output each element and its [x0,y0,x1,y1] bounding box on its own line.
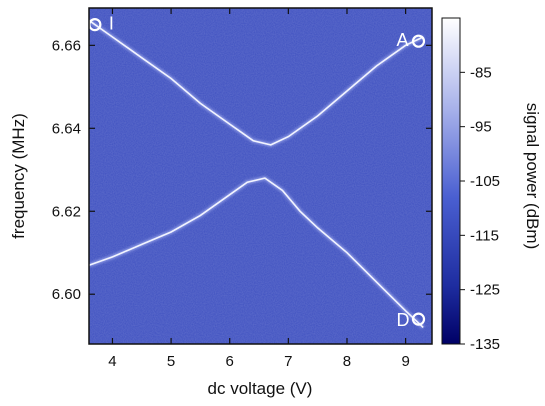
marker-circle-d [411,312,426,326]
upper-branch-line [89,19,424,146]
plot-area: I A D [88,7,433,345]
colorbar: -85 -95 -105 -115 -125 -135 signal power (dBm… [441,17,542,353]
resonance-traces [89,18,425,329]
x-axis: 4 5 6 7 8 9 [108,8,410,370]
x-tick-label: 6 [226,353,234,370]
colorbar-tick-label: -85 [470,64,492,81]
y-tick-label: 6.62 [52,203,81,220]
marker-circle-a [411,34,426,48]
x-tick-label: 9 [401,353,409,370]
x-tick-label: 8 [343,353,351,370]
colorbar-tick-label: -135 [470,336,500,353]
colorbar-ticks: -85 -95 -105 -115 -125 -135 [460,64,500,353]
y-tick-label: 6.64 [52,120,81,137]
x-tick-label: 4 [108,353,116,370]
colorbar-tick-label: -125 [470,282,500,299]
plot-frame [88,7,433,345]
y-axis-title: frequency (MHz) [9,113,28,239]
x-tick-label: 5 [167,353,175,370]
colorbar-title: signal power (dBm) [523,103,542,249]
x-tick-label: 7 [284,353,292,370]
y-axis: 6.60 6.62 6.64 6.66 [52,37,432,303]
y-tick-label: 6.66 [52,37,81,54]
marker-label-d: D [397,310,410,330]
marker-label-i: I [109,14,114,34]
colorbar-tick-label: -115 [470,227,499,244]
x-axis-title: dc voltage (V) [208,379,313,398]
colorbar-gradient [442,18,460,344]
colorbar-tick-label: -95 [470,119,492,136]
heatmap-noise [89,8,432,344]
y-tick-label: 6.60 [52,286,81,303]
marker-label-a: A [397,30,409,50]
lower-branch-line [89,177,424,328]
colorbar-tick-label: -105 [470,173,500,190]
